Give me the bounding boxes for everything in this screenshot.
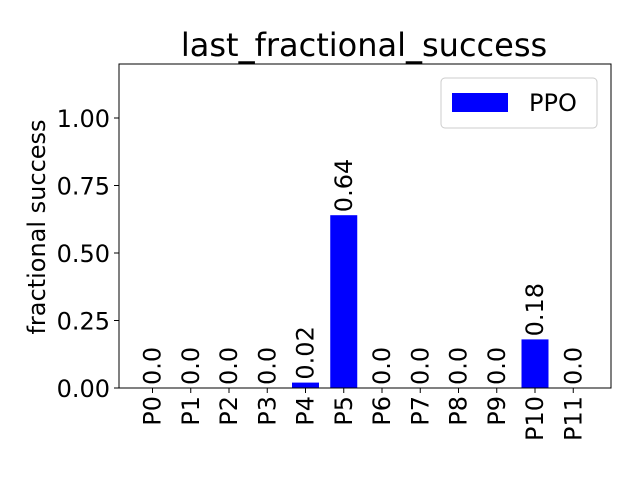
y-axis-label: fractional success	[23, 119, 51, 334]
x-tick-label-p2: P2	[215, 396, 243, 426]
legend-label-ppo: PPO	[529, 89, 577, 117]
x-tick-label-p11: P11	[559, 396, 587, 441]
bar-p10	[521, 339, 549, 388]
data-label-p6: 0.0	[368, 347, 396, 385]
data-label-p10: 0.18	[521, 283, 549, 336]
x-tick-label-p10: P10	[521, 396, 549, 441]
y-axis-ticks: 0.00 0.25 0.50 0.75 1.00	[57, 105, 119, 403]
bar-p4	[292, 382, 319, 388]
x-tick-label-p1: P1	[177, 396, 205, 426]
data-label-p2: 0.0	[215, 347, 243, 385]
x-tick-label-p0: P0	[139, 396, 167, 426]
plot-frame	[118, 63, 612, 389]
data-label-p8: 0.0	[445, 347, 473, 385]
legend: PPO	[440, 77, 598, 129]
data-label-p3: 0.0	[253, 347, 281, 385]
data-label-p5: 0.64	[330, 159, 358, 212]
y-tick-label: 1.00	[57, 105, 110, 133]
data-label-p0: 0.0	[139, 347, 167, 385]
x-tick-label-p5: P5	[330, 396, 358, 426]
data-label-p11: 0.0	[559, 347, 587, 385]
y-tick-label: 0.00	[57, 375, 110, 403]
data-label-p9: 0.0	[483, 347, 511, 385]
data-labels-group: 0.0 0.0 0.0 0.0 0.02 0.64 0.0 0.0 0.0 0.0 0.18 0.0	[139, 159, 588, 385]
data-label-p1: 0.0	[177, 347, 205, 385]
data-label-p7: 0.0	[406, 347, 434, 385]
bar-p5	[330, 215, 358, 388]
x-tick-label-p8: P8	[445, 396, 473, 426]
legend-swatch-ppo	[452, 93, 508, 112]
data-label-p4: 0.02	[292, 326, 320, 379]
bars-group	[292, 215, 549, 388]
y-tick-label: 0.75	[57, 173, 110, 201]
x-tick-label-p6: P6	[368, 396, 396, 426]
legend-box	[440, 77, 598, 129]
x-tick-label-p3: P3	[253, 396, 281, 426]
x-axis-ticks: P0 P1 P2 P3 P4 P5 P6 P7 P8 P9 P10 P11	[139, 388, 587, 441]
x-tick-label-p7: P7	[406, 396, 434, 426]
y-tick-label: 0.25	[57, 308, 110, 336]
x-tick-label-p9: P9	[483, 396, 511, 426]
x-tick-label-p4: P4	[292, 396, 320, 426]
chart-title: last_fractional_success	[181, 26, 547, 64]
y-tick-label: 0.50	[57, 240, 110, 268]
